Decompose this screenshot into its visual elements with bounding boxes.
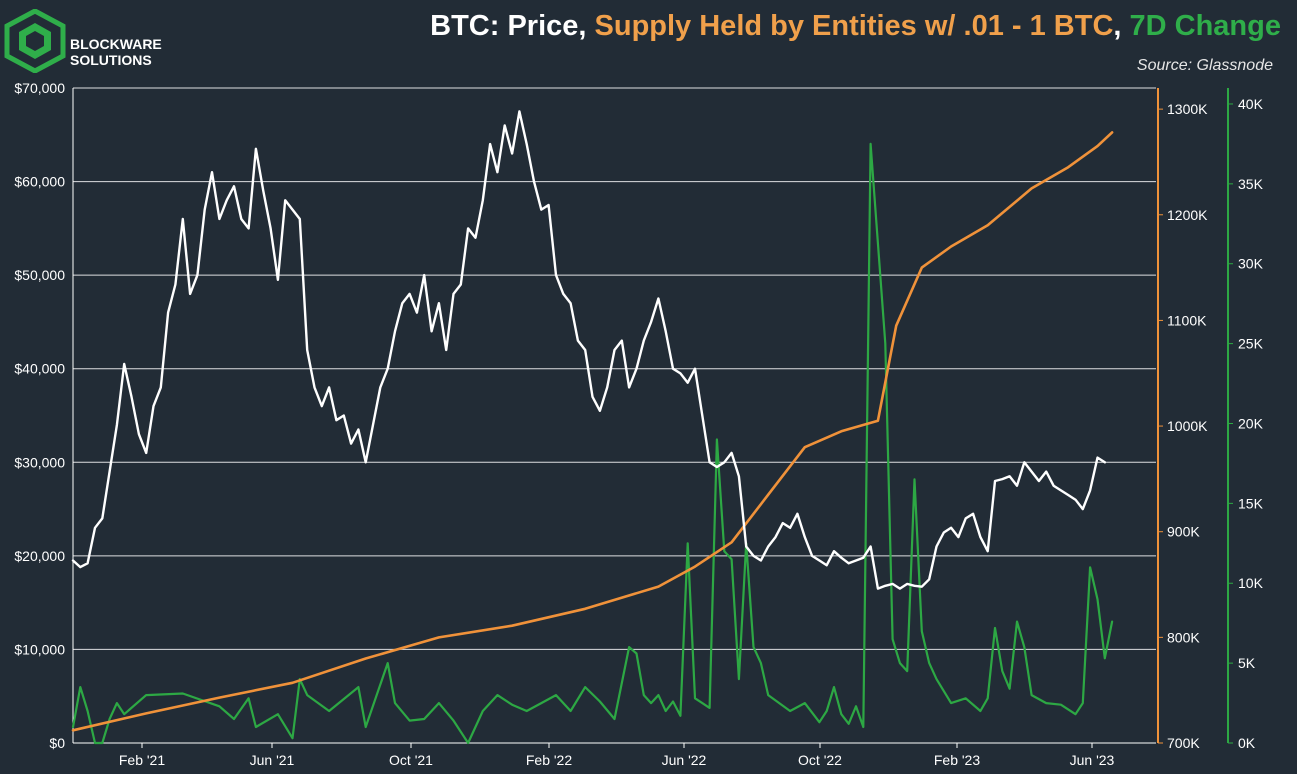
y-change-tick-label: 0K — [1238, 735, 1256, 751]
y-change-tick-label: 30K — [1238, 256, 1264, 272]
axes — [72, 88, 1233, 748]
y-supply-tick-label: 1000K — [1167, 418, 1208, 434]
y-left-tick-label: $70,000 — [14, 80, 65, 96]
x-tick-label: Feb '23 — [934, 752, 980, 768]
y-supply-tick-label: 900K — [1167, 524, 1200, 540]
y-left-tick-label: $30,000 — [14, 454, 65, 470]
series-lines — [71, 110, 1114, 745]
y-left-tick-label: $10,000 — [14, 641, 65, 657]
y-left-tick-label: $50,000 — [14, 267, 65, 283]
y-left-tick-label: $0 — [49, 735, 65, 751]
y-supply-tick-label: 1100K — [1167, 312, 1207, 328]
y-change-tick-label: 40K — [1238, 96, 1264, 112]
y-change-tick-label: 25K — [1238, 336, 1264, 352]
y-supply-tick-label: 700K — [1167, 735, 1200, 751]
title-part-comma: , — [1113, 10, 1130, 42]
supply-series-line — [71, 131, 1114, 732]
price-series-line — [71, 110, 1107, 590]
y-change-tick-label: 10K — [1238, 575, 1264, 591]
y-left-tick-label: $20,000 — [14, 548, 65, 564]
x-tick-label: Jun '21 — [250, 752, 295, 768]
tick-labels: $0 $10,000 $20,000 $30,000 $40,000 $50,000 $60… — [14, 80, 1263, 768]
y-change-tick-label: 20K — [1238, 415, 1264, 431]
y-change-tick-label: 15K — [1238, 495, 1264, 511]
title-part-supply: Supply Held by Entities w/ .01 - 1 BTC — [594, 10, 1114, 42]
change-series-line — [71, 142, 1114, 745]
x-tick-label: Jun '22 — [662, 752, 707, 768]
y-supply-tick-label: 800K — [1167, 629, 1200, 645]
brand-line-1: BLOCKWARE — [70, 36, 162, 52]
plot-area — [73, 88, 1156, 743]
title-part-change: 7D Change — [1129, 10, 1281, 42]
blockware-logo: BLOCKWARE SOLUTIONS — [4, 8, 164, 75]
y-change-tick-label: 35K — [1238, 176, 1264, 192]
grid-lines — [73, 87, 1156, 744]
title-part-price: BTC: Price, — [430, 10, 595, 42]
chart-title: BTC: Price, Supply Held by Entities w/ .… — [430, 10, 1281, 43]
y-left-tick-label: $40,000 — [14, 361, 65, 377]
brand-name: BLOCKWARE SOLUTIONS — [70, 36, 162, 68]
y-supply-tick-label: 1300K — [1167, 101, 1208, 117]
source-label: Source: Glassnode — [1136, 57, 1273, 74]
x-tick-label: Oct '21 — [389, 752, 433, 768]
x-tick-label: Feb '21 — [119, 752, 165, 768]
x-tick-label: Feb '22 — [526, 752, 572, 768]
x-tick-label: Oct '22 — [798, 752, 842, 768]
x-tick-label: Jun '23 — [1070, 752, 1115, 768]
y-supply-tick-label: 1200K — [1167, 207, 1208, 223]
logo-mark-icon — [4, 8, 66, 74]
brand-line-2: SOLUTIONS — [70, 52, 152, 68]
y-change-tick-label: 5K — [1238, 655, 1256, 671]
y-left-tick-label: $60,000 — [14, 174, 65, 190]
